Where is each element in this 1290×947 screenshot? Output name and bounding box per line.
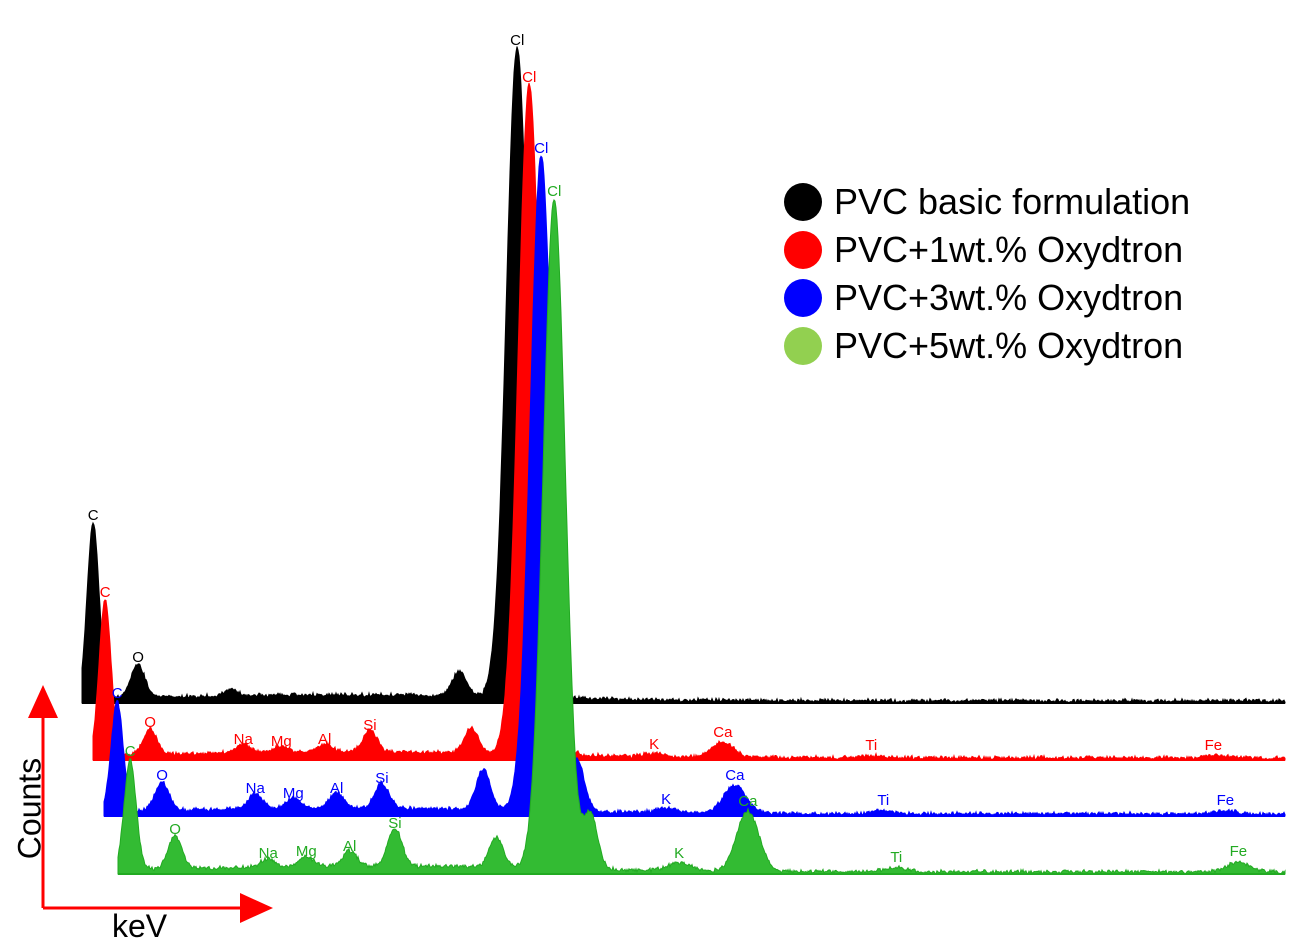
spectrum-series-0: [81, 46, 1286, 705]
legend-label: PVC+3wt.% Oxydtron: [834, 277, 1184, 318]
peak-label-al-2: Al: [330, 780, 343, 797]
peak-label-si-1: Si: [363, 717, 376, 734]
peak-label-si-3: Si: [388, 815, 401, 832]
peak-label-al-1: Al: [318, 731, 331, 748]
peak-label-k-1: K: [649, 736, 659, 753]
peak-label-mg-3: Mg: [296, 843, 317, 860]
y-axis-label: Counts: [11, 757, 48, 860]
peak-label-ca-1: Ca: [713, 724, 733, 741]
peak-label-cl-0: Cl: [510, 32, 524, 49]
peak-label-o-3: O: [169, 821, 181, 838]
legend-item-5wt: PVC+5wt.% Oxydtron: [784, 322, 1190, 370]
peak-label-ca-3: Ca: [738, 793, 758, 810]
peak-label-ti-3: Ti: [890, 849, 902, 866]
peak-label-al-3: Al: [343, 838, 356, 855]
peak-label-ca-2: Ca: [725, 767, 745, 784]
peak-label-c-1: C: [100, 584, 111, 601]
spectrum-series-3: [117, 199, 1286, 876]
peak-label-fe-2: Fe: [1217, 792, 1235, 809]
peak-label-k-3: K: [674, 845, 684, 862]
spectrum-series-2: [103, 155, 1286, 818]
peak-label-ti-1: Ti: [865, 737, 877, 754]
peak-label-ti-2: Ti: [877, 792, 889, 809]
legend-swatch: [784, 327, 822, 365]
peak-label-o-2: O: [156, 767, 168, 784]
peak-label-na-3: Na: [259, 845, 279, 862]
peak-label-si-2: Si: [375, 770, 388, 787]
peak-label-mg-2: Mg: [283, 785, 304, 802]
peak-label-cl-3: Cl: [547, 183, 561, 200]
peak-label-cl-1: Cl: [522, 69, 536, 86]
spectrum-series-1: [92, 82, 1286, 762]
peak-label-c-2: C: [112, 685, 123, 702]
legend-swatch: [784, 279, 822, 317]
peak-label-mg-1: Mg: [271, 733, 292, 750]
legend-label: PVC+1wt.% Oxydtron: [834, 229, 1184, 270]
legend-item-3wt: PVC+3wt.% Oxydtron: [784, 274, 1190, 322]
legend-swatch: [784, 231, 822, 269]
peak-label-c-0: C: [88, 507, 99, 524]
legend-item-basic: PVC basic formulation: [784, 178, 1190, 226]
peak-label-o-1: O: [144, 714, 156, 731]
spectra-group: [81, 46, 1286, 876]
legend: PVC basic formulation PVC+1wt.% Oxydtron…: [784, 178, 1190, 370]
legend-label: PVC+5wt.% Oxydtron: [834, 325, 1184, 366]
legend-swatch: [784, 183, 822, 221]
peak-label-o-0: O: [132, 649, 144, 666]
legend-label: PVC basic formulation: [834, 181, 1191, 222]
peak-label-cl-2: Cl: [534, 140, 548, 157]
x-axis-label: keV: [112, 908, 168, 944]
peak-label-na-2: Na: [246, 780, 266, 797]
peak-label-fe-3: Fe: [1230, 843, 1248, 860]
peak-label-k-2: K: [661, 791, 671, 808]
peak-label-na-1: Na: [234, 731, 254, 748]
legend-item-1wt: PVC+1wt.% Oxydtron: [784, 226, 1190, 274]
peak-label-fe-1: Fe: [1205, 737, 1223, 754]
peak-label-c-3: C: [125, 743, 136, 760]
